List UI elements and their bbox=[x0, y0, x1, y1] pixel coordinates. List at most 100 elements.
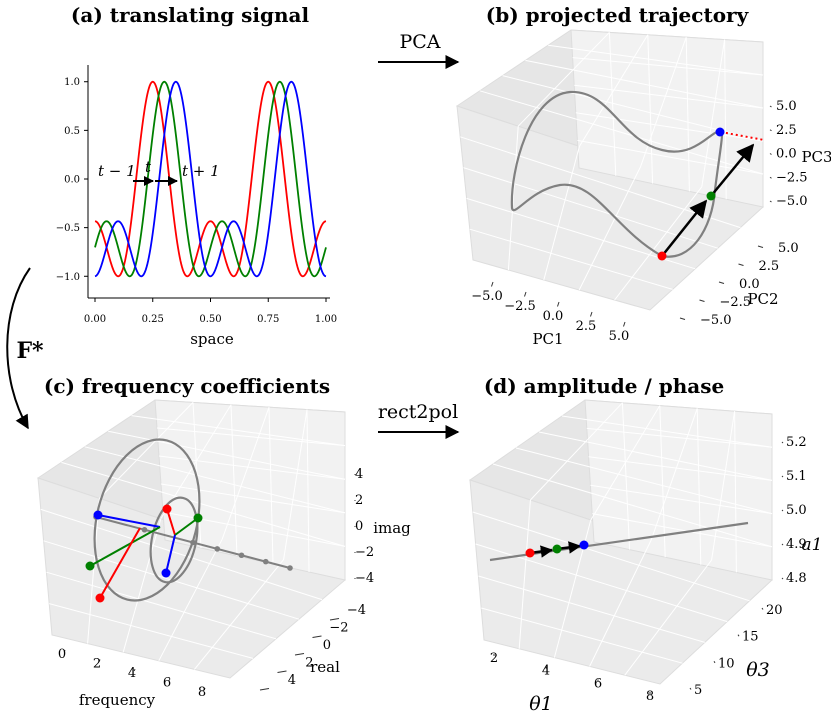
grid-line bbox=[608, 32, 617, 176]
tick-label: 2.5 bbox=[759, 259, 780, 274]
tick-label: −4 bbox=[347, 603, 366, 618]
panel-a-series bbox=[94, 80, 327, 278]
grid-line bbox=[472, 511, 750, 602]
tick-label: 4 bbox=[355, 467, 363, 482]
grid-line bbox=[548, 44, 764, 76]
grid-line bbox=[575, 112, 764, 142]
grid-line bbox=[306, 409, 310, 573]
freq3-red-vector bbox=[166, 508, 176, 536]
tick-label: 0.0 bbox=[739, 277, 760, 292]
grid-line bbox=[696, 408, 702, 565]
amp-point-t bbox=[552, 544, 562, 554]
tick-label: −4 bbox=[355, 571, 374, 586]
tick-label: 4 bbox=[288, 673, 296, 688]
tick-mark bbox=[294, 653, 305, 656]
panel-b-side-pane bbox=[570, 29, 764, 208]
point-t-plus bbox=[715, 127, 725, 137]
panel-a-series-line bbox=[94, 80, 327, 278]
tick-mark bbox=[133, 668, 136, 672]
tick-mark bbox=[718, 281, 725, 284]
tick-label: −2.5 bbox=[720, 295, 752, 310]
panel-b-grid bbox=[460, 32, 764, 301]
tick-label: 15 bbox=[742, 630, 759, 645]
panel-d-ticks: 2 4 6 8 20 15 10 5 5.2 5.1 5.0 4.9 4.8 bbox=[490, 435, 807, 704]
grid-line bbox=[614, 186, 703, 301]
tick-mark bbox=[203, 687, 206, 691]
tick-label: 8 bbox=[646, 689, 654, 704]
panel-b: (b) projected trajectory −5.0 −2.5 0.0 2.5 5… bbox=[455, 3, 831, 348]
grid-line bbox=[466, 197, 696, 270]
tick-label: 20 bbox=[766, 603, 783, 618]
grid-line bbox=[507, 126, 519, 271]
next-step-dotted bbox=[720, 131, 765, 141]
panel-a-xtick-label: 0.00 bbox=[84, 314, 106, 325]
grid-line bbox=[108, 430, 346, 480]
point-t bbox=[706, 191, 716, 201]
amp-point-t-plus bbox=[579, 540, 589, 550]
grid-line bbox=[590, 405, 661, 521]
panel-b-ticks: −5.0−2.50.02.55.0−5.0−2.50.02.55.05.02.5… bbox=[471, 99, 807, 344]
frequency-dot bbox=[262, 558, 269, 565]
tick-mark bbox=[259, 688, 270, 691]
freq3-green-vector bbox=[174, 517, 199, 536]
tick-mark bbox=[590, 311, 593, 317]
tick-label: 0 bbox=[58, 647, 66, 662]
tick-label: 5.1 bbox=[786, 469, 807, 484]
tick-label: 2 bbox=[93, 657, 101, 672]
grid-line bbox=[160, 483, 346, 514]
grid-line bbox=[525, 59, 764, 109]
grid-line bbox=[492, 463, 773, 548]
grid-line bbox=[538, 431, 773, 481]
tick-mark bbox=[168, 678, 171, 681]
tick-mark bbox=[623, 321, 626, 327]
tick-label: 2 bbox=[355, 493, 363, 508]
amp-point-t-minus bbox=[525, 548, 535, 558]
panel-a-xtick-label: 0.50 bbox=[199, 314, 221, 325]
grid-line bbox=[724, 39, 727, 200]
panel-a-title: (a) translating signal bbox=[71, 3, 310, 27]
freq1-green-vector bbox=[89, 526, 161, 567]
tick-mark bbox=[557, 301, 560, 307]
label-t-plus: t + 1 bbox=[182, 162, 220, 180]
tick-label: 0.0 bbox=[776, 147, 797, 162]
grid-line bbox=[40, 508, 323, 601]
grid-line bbox=[122, 518, 162, 653]
grid-line bbox=[478, 575, 705, 643]
frequency-dot bbox=[238, 552, 245, 559]
panel-c-zlabel: imag bbox=[373, 519, 411, 537]
arrow-fstar-label: F* bbox=[16, 338, 44, 364]
panel-d: (d) amplitude / phase 2 4 6 8 20 15 10 5 5.2 5.1 5… bbox=[468, 374, 822, 715]
panel-a-series-line bbox=[94, 80, 327, 278]
grid-line bbox=[624, 559, 712, 676]
freq1-green-point bbox=[85, 561, 95, 571]
grid-line bbox=[572, 57, 764, 76]
grid-line bbox=[517, 32, 610, 127]
tick-label: 4.8 bbox=[786, 571, 807, 586]
tick-mark bbox=[491, 281, 494, 287]
panel-d-xlabel: θ1 bbox=[529, 693, 553, 715]
grid-line bbox=[578, 34, 649, 147]
grid-line bbox=[561, 415, 773, 448]
grid-line bbox=[221, 407, 270, 540]
grid-line bbox=[463, 167, 718, 249]
tick-mark bbox=[329, 618, 340, 621]
tick-label: 2.5 bbox=[776, 123, 797, 138]
tick-mark bbox=[63, 649, 66, 653]
grid-line bbox=[530, 402, 623, 501]
step-arrow-1 bbox=[661, 199, 708, 257]
tick-mark bbox=[769, 153, 772, 155]
connectors: PCA rect2pol F* bbox=[6, 31, 460, 439]
tick-mark bbox=[769, 105, 772, 108]
tick-label: −5.0 bbox=[700, 313, 732, 328]
freq1-blue-point bbox=[93, 510, 103, 520]
panel-a-ytick-label: 0.5 bbox=[64, 126, 80, 137]
frequency-dot bbox=[287, 565, 293, 571]
panel-b-title: (b) projected trajectory bbox=[486, 3, 750, 27]
grid-line bbox=[469, 228, 673, 290]
tick-label: 5.0 bbox=[609, 329, 630, 344]
grid-line bbox=[61, 461, 346, 547]
panel-a-ytick-label: 0.0 bbox=[64, 175, 80, 186]
grid-line bbox=[701, 39, 726, 187]
tick-label: −2.5 bbox=[776, 170, 808, 185]
